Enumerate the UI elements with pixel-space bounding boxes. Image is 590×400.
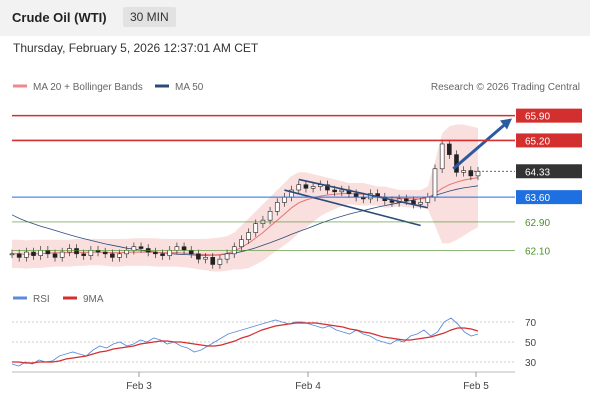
price-candle bbox=[282, 196, 287, 203]
resistance-level-box bbox=[516, 133, 582, 148]
price-candle bbox=[196, 253, 201, 260]
price-candle bbox=[9, 253, 15, 256]
price-candle bbox=[117, 253, 122, 258]
price-candle bbox=[24, 251, 29, 258]
target-arrow bbox=[452, 122, 507, 170]
rsi-tick-label: 70 bbox=[525, 318, 537, 329]
price-candle bbox=[353, 193, 359, 198]
price-candle bbox=[88, 249, 94, 256]
price-candle bbox=[404, 198, 409, 201]
price-candle bbox=[102, 251, 108, 255]
price-candle bbox=[38, 249, 43, 256]
current-level-label: 64.33 bbox=[525, 167, 550, 178]
price-candle bbox=[203, 257, 208, 260]
price-candle bbox=[16, 253, 22, 258]
price-candle bbox=[124, 249, 130, 255]
price-candle bbox=[59, 251, 65, 258]
channel-lower-line bbox=[284, 189, 421, 227]
support-level-label: 62.90 bbox=[525, 218, 550, 229]
ma50-legend-label: MA 50 bbox=[175, 82, 204, 93]
time-tick-label: Feb 5 bbox=[463, 381, 489, 392]
rsi-line bbox=[11, 317, 479, 367]
price-candle bbox=[131, 246, 137, 251]
price-candle bbox=[188, 249, 194, 255]
price-candle bbox=[432, 168, 438, 198]
price-candle bbox=[167, 249, 173, 256]
price-candle bbox=[224, 253, 230, 260]
price-candle bbox=[418, 202, 423, 205]
bollinger-band bbox=[12, 124, 478, 272]
resistance-level-label: 65.90 bbox=[525, 112, 550, 123]
pivot-level-label: 63.60 bbox=[525, 193, 550, 204]
price-candle bbox=[239, 239, 244, 248]
price-candle bbox=[332, 189, 337, 193]
price-candle bbox=[253, 223, 259, 233]
price-candle bbox=[110, 253, 115, 258]
time-axis: Feb 3 Feb 4 Feb 5 bbox=[12, 371, 515, 392]
price-levels: 65.90 65.20 64.33 63.60 62.90 62.10 bbox=[12, 108, 582, 257]
price-candle bbox=[217, 258, 223, 265]
price-candle bbox=[310, 186, 316, 189]
instrument-title: Crude Oil (WTI) bbox=[12, 10, 107, 25]
price-candle bbox=[325, 184, 330, 191]
price-candle bbox=[246, 232, 251, 240]
price-candle bbox=[181, 246, 187, 251]
chart-datetime: Thursday, February 5, 2026 12:37:01 AM C… bbox=[13, 41, 259, 55]
price-candle bbox=[425, 196, 431, 203]
resistance-level-box bbox=[516, 108, 582, 123]
price-panel bbox=[9, 118, 512, 272]
rsi-tick-label: 50 bbox=[525, 338, 537, 349]
price-candle bbox=[210, 257, 216, 265]
price-candle bbox=[274, 202, 280, 212]
price-candle bbox=[153, 251, 158, 255]
rsi-tick-label: 30 bbox=[525, 358, 537, 369]
price-candle bbox=[138, 246, 144, 249]
price-candle bbox=[439, 143, 445, 170]
resistance-level-label: 65.20 bbox=[525, 136, 550, 147]
price-candle bbox=[468, 170, 474, 177]
price-candle bbox=[447, 143, 452, 155]
time-tick-label: Feb 4 bbox=[295, 381, 321, 392]
price-candle bbox=[267, 211, 273, 221]
price-candle bbox=[296, 184, 302, 191]
research-credit: Research © 2026 Trading Central bbox=[431, 82, 580, 93]
price-candle bbox=[475, 170, 481, 177]
price-candle bbox=[52, 253, 58, 258]
price-candle bbox=[461, 170, 466, 173]
rsi-ma9-line bbox=[12, 322, 479, 364]
price-candle bbox=[174, 246, 180, 251]
support-level-label: 62.10 bbox=[525, 246, 550, 257]
timeframe-badge[interactable]: 30 MIN bbox=[123, 7, 176, 27]
price-candle bbox=[74, 248, 79, 255]
ma20-legend-label: MA 20 + Bollinger Bands bbox=[33, 82, 143, 93]
chart-header: Crude Oil (WTI) 30 MIN bbox=[0, 0, 590, 36]
channel-upper-line bbox=[298, 178, 428, 209]
ma9-legend-label: 9MA bbox=[83, 294, 104, 305]
rsi-legend-label: RSI bbox=[33, 294, 50, 305]
price-candle bbox=[303, 184, 309, 189]
current-level-box bbox=[516, 164, 582, 179]
price-candle bbox=[45, 249, 51, 255]
price-candle bbox=[31, 251, 36, 256]
price-candle bbox=[81, 253, 86, 256]
price-candle bbox=[160, 253, 165, 256]
price-candle bbox=[339, 189, 345, 193]
time-tick-label: Feb 3 bbox=[126, 381, 152, 392]
target-arrow-head bbox=[500, 118, 512, 130]
rsi-panel: 70 50 30 bbox=[11, 317, 537, 369]
pivot-level-box bbox=[516, 190, 582, 205]
